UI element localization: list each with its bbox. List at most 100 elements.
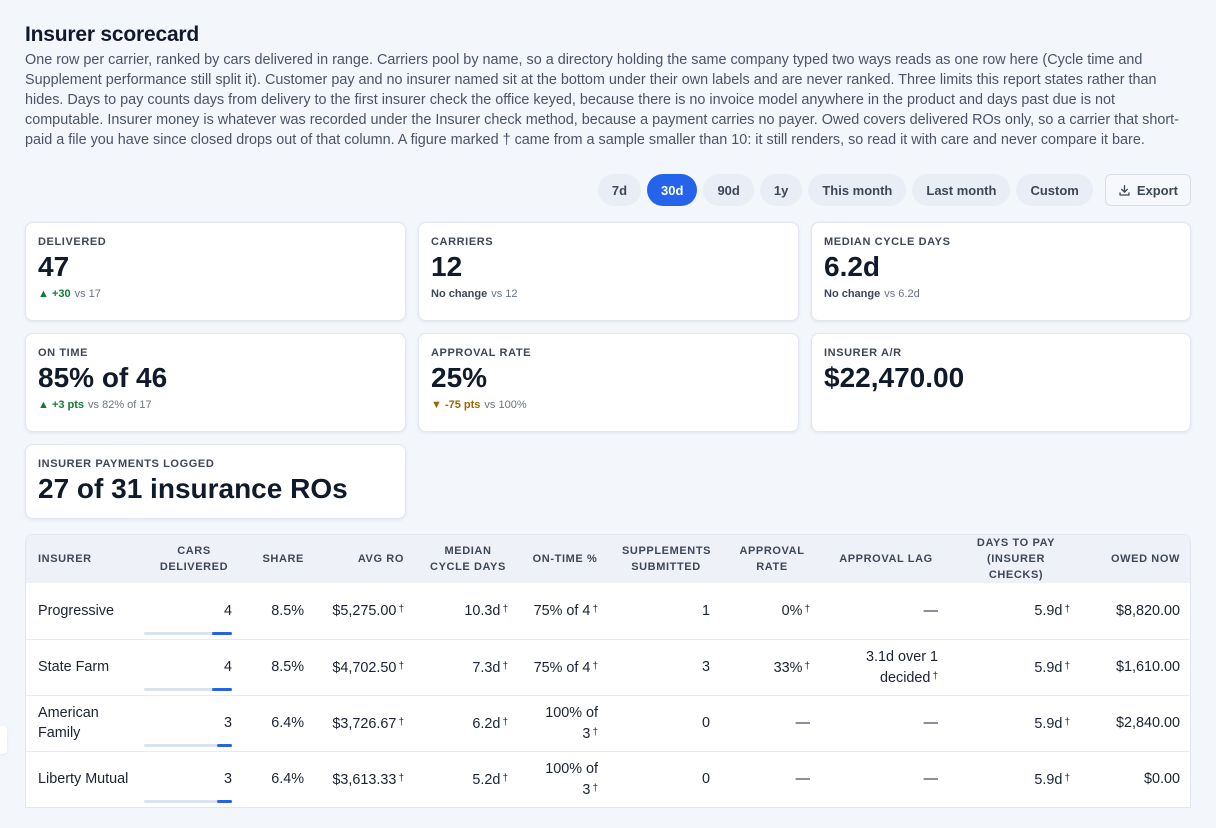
cell-cars-delivered: 3 xyxy=(144,751,244,807)
card-value: 47 xyxy=(38,251,70,282)
cars-bar-fill xyxy=(212,631,232,635)
small-sample-marker: † xyxy=(502,604,508,616)
cell-value: 3.1d over 1 decided xyxy=(865,648,938,686)
range-7d-button[interactable]: 7d xyxy=(597,174,642,206)
col-approval-lag[interactable]: APPROVAL LAG xyxy=(822,535,950,583)
cell-value: 7.3d xyxy=(472,659,501,676)
card-delta: No change vs 12 xyxy=(431,288,786,300)
cell-value: 3 xyxy=(223,715,232,731)
range-last-month-button[interactable]: Last month xyxy=(912,174,1011,206)
page-description: One row per carrier, ranked by cars deli… xyxy=(25,52,1179,148)
range-custom-button[interactable]: Custom xyxy=(1016,174,1093,206)
table-row[interactable]: Liberty Mutual 3 6.4% $3,613.33 † 5.2d † 100% o… xyxy=(26,751,1190,807)
table-row[interactable]: State Farm 4 8.5% $4,702.50 † 7.3d † 75% of 4 † 3… xyxy=(26,639,1190,696)
cell-value: 75% of 4 xyxy=(533,659,591,676)
col-approval-rate[interactable]: APPROVAL RATE xyxy=(722,535,822,583)
col-cars-delivered[interactable]: CARS DELIVERED xyxy=(144,535,244,583)
card-median-cycle: MEDIAN CYCLE DAYS 6.2d No change vs 6.2d xyxy=(811,222,1191,321)
cell-owed-now: $1,610.00 xyxy=(1082,639,1190,696)
export-button[interactable]: Export xyxy=(1104,174,1191,206)
delta-down: ▼ -75 pts xyxy=(431,399,481,411)
cell-days-to-pay: 5.9d † xyxy=(950,751,1082,807)
delta-compare: vs 17 xyxy=(74,288,101,300)
cell-value: 4 xyxy=(223,602,232,619)
cell-days-to-pay: 5.9d † xyxy=(950,583,1082,640)
small-sample-marker: † xyxy=(592,782,598,794)
cell-value: 5.2d xyxy=(472,771,501,788)
delta-up: ▲ +3 pts xyxy=(38,399,85,411)
cell-value: 33% xyxy=(773,659,803,676)
col-days-to-pay[interactable]: DAYS TO PAY (INSURER CHECKS) xyxy=(950,535,1082,583)
cars-bar-fill xyxy=(212,687,232,691)
cell-median-cycle: 5.2d † xyxy=(416,751,520,807)
cell-on-time: 100% of 3 † xyxy=(520,751,610,807)
card-value: 25% xyxy=(431,362,488,393)
cell-on-time: 75% of 4 † xyxy=(520,583,610,640)
col-insurer[interactable]: INSURER xyxy=(26,535,144,583)
card-delta: ▲ +30 vs 17 xyxy=(38,288,393,300)
small-sample-marker: † xyxy=(804,660,810,672)
range-30d-button[interactable]: 30d xyxy=(647,174,698,206)
card-on-time: ON TIME 85% of 46 ▲ +3 pts vs 82% of 17 xyxy=(25,333,406,432)
cell-value: 75% of 4 xyxy=(533,603,591,620)
small-sample-marker: † xyxy=(1064,772,1070,784)
card-delta: ▼ -75 pts vs 100% xyxy=(431,399,786,411)
cars-bar-track xyxy=(144,631,232,635)
col-owed-now[interactable]: OWED NOW xyxy=(1082,535,1190,583)
cell-value: 5.9d xyxy=(1034,715,1063,732)
col-share[interactable]: SHARE xyxy=(244,535,316,583)
card-carriers: CARRIERS 12 No change vs 12 xyxy=(418,222,799,321)
col-median-cycle[interactable]: MEDIAN CYCLE DAYS xyxy=(416,535,520,583)
cell-value: 3 xyxy=(223,771,232,787)
card-value: 27 of 31 insurance ROs xyxy=(38,473,348,504)
cell-on-time: 100% of 3 † xyxy=(520,695,610,752)
cell-approval-rate: 0% † xyxy=(722,583,822,640)
table-row[interactable]: American Family 3 6.4% $3,726.67 † 6.2d † 100% … xyxy=(26,695,1190,752)
card-label: ON TIME xyxy=(38,347,89,359)
cell-supplements: 1 xyxy=(610,583,722,640)
col-supplements[interactable]: SUPPLEMENTS SUBMITTED xyxy=(610,535,722,583)
card-value: $22,470.00 xyxy=(824,362,965,393)
card-label: APPROVAL RATE xyxy=(431,347,532,359)
small-sample-marker: † xyxy=(398,604,404,616)
small-sample-marker: † xyxy=(502,660,508,672)
insurer-table: INSURER CARS DELIVERED SHARE AVG RO MEDI… xyxy=(25,534,1191,808)
cell-approval-lag: 3.1d over 1 decided † xyxy=(822,639,950,696)
card-value: 85% of 46 xyxy=(38,362,168,393)
col-avg-ro[interactable]: AVG RO xyxy=(316,535,416,583)
download-icon xyxy=(1119,184,1130,196)
col-on-time[interactable]: ON-TIME % xyxy=(520,535,610,583)
cell-supplements: 0 xyxy=(610,751,722,807)
cell-value: 5.9d xyxy=(1034,659,1063,676)
delta-compare: vs 100% xyxy=(484,399,527,411)
side-handle[interactable] xyxy=(0,726,7,754)
cell-median-cycle: 10.3d † xyxy=(416,583,520,640)
delta-compare: vs 6.2d xyxy=(884,288,920,300)
cars-bar-track xyxy=(144,799,232,803)
cell-value: 0% xyxy=(781,603,803,620)
range-90d-button[interactable]: 90d xyxy=(703,174,754,206)
small-sample-marker: † xyxy=(804,604,810,616)
cell-insurer: State Farm xyxy=(26,639,144,696)
small-sample-marker: † xyxy=(592,726,598,738)
cars-bar-track xyxy=(144,687,232,691)
cell-median-cycle: 7.3d † xyxy=(416,639,520,696)
card-value: 6.2d xyxy=(824,251,881,282)
page-header: Insurer scorecard One row per carrier, r… xyxy=(25,22,1191,150)
small-sample-marker: † xyxy=(1064,716,1070,728)
cell-value: $3,613.33 xyxy=(332,771,397,788)
cell-value: $3,726.67 xyxy=(332,715,397,732)
small-sample-marker: † xyxy=(502,716,508,728)
range-1y-button[interactable]: 1y xyxy=(759,174,803,206)
range-this-month-button[interactable]: This month xyxy=(808,174,907,206)
card-value: 12 xyxy=(431,251,463,282)
card-delta: ▲ +3 pts vs 82% of 17 xyxy=(38,399,393,411)
page-title: Insurer scorecard xyxy=(25,23,200,46)
cell-median-cycle: 6.2d † xyxy=(416,695,520,752)
cell-approval-rate: 33% † xyxy=(722,639,822,696)
range-toolbar: 7d 30d 90d 1y This month Last month Cust… xyxy=(597,174,1191,206)
cell-cars-delivered: 4 xyxy=(144,639,244,696)
cell-value: 100% of 3 xyxy=(545,704,598,742)
table-row[interactable]: Progressive 4 8.5% $5,275.00 † 10.3d † 75% of 4… xyxy=(26,583,1190,640)
card-label: INSURER A/R xyxy=(824,347,902,359)
